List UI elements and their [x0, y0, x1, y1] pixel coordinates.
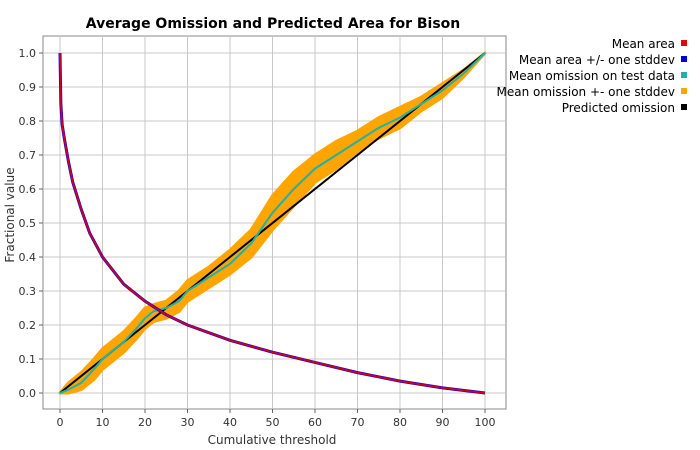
x-tick-label: 0 — [57, 416, 64, 429]
y-tick-label: 0.5 — [19, 217, 37, 230]
y-tick-label: 0.0 — [19, 387, 37, 400]
x-tick-label: 20 — [138, 416, 152, 429]
y-tick-label: 0.8 — [19, 115, 37, 128]
legend-swatch-predicted-omission — [681, 104, 687, 110]
y-tick-label: 1.0 — [19, 47, 37, 60]
legend-swatch-mean-omission-stddev — [681, 88, 687, 94]
x-axis-label: Cumulative threshold — [208, 433, 337, 447]
y-tick-label: 0.4 — [19, 251, 37, 264]
legend-label-mean-area: Mean area — [612, 37, 675, 51]
axis-ticks: 0 10 20 30 40 50 60 70 80 90 100 0.0 0.1 0.2 0.3 0.4 0.5… — [19, 47, 496, 429]
x-tick-label: 70 — [351, 416, 365, 429]
chart-title: Average Omission and Predicted Area for … — [86, 16, 461, 32]
legend-label-mean-omission: Mean omission on test data — [509, 69, 675, 83]
y-axis-label: Fractional value — [3, 167, 17, 262]
legend-label-mean-omission-stddev: Mean omission +- one stddev — [497, 85, 676, 99]
x-tick-label: 80 — [393, 416, 407, 429]
y-tick-label: 0.2 — [19, 319, 37, 332]
series-layer — [58, 51, 487, 395]
legend-label-mean-area-stddev: Mean area +/- one stddev — [519, 53, 675, 67]
legend-swatch-mean-area-stddev — [681, 56, 687, 62]
legend-swatch-mean-area — [681, 40, 687, 46]
x-tick-label: 50 — [266, 416, 280, 429]
series-mean-area — [59, 52, 486, 394]
legend-swatch-mean-omission — [681, 72, 687, 78]
series-mean-omission — [59, 52, 486, 394]
x-tick-label: 40 — [223, 416, 237, 429]
y-tick-label: 0.1 — [19, 353, 37, 366]
x-tick-label: 30 — [181, 416, 195, 429]
y-tick-label: 0.9 — [19, 81, 37, 94]
y-tick-label: 0.3 — [19, 285, 37, 298]
x-tick-label: 100 — [475, 416, 496, 429]
legend: Mean area Mean area +/- one stddev Mean om… — [497, 37, 687, 115]
legend-label-predicted-omission: Predicted omission — [562, 101, 675, 115]
x-tick-label: 10 — [96, 416, 110, 429]
x-tick-label: 90 — [436, 416, 450, 429]
y-tick-label: 0.7 — [19, 149, 37, 162]
y-tick-label: 0.6 — [19, 183, 37, 196]
x-tick-label: 60 — [308, 416, 322, 429]
